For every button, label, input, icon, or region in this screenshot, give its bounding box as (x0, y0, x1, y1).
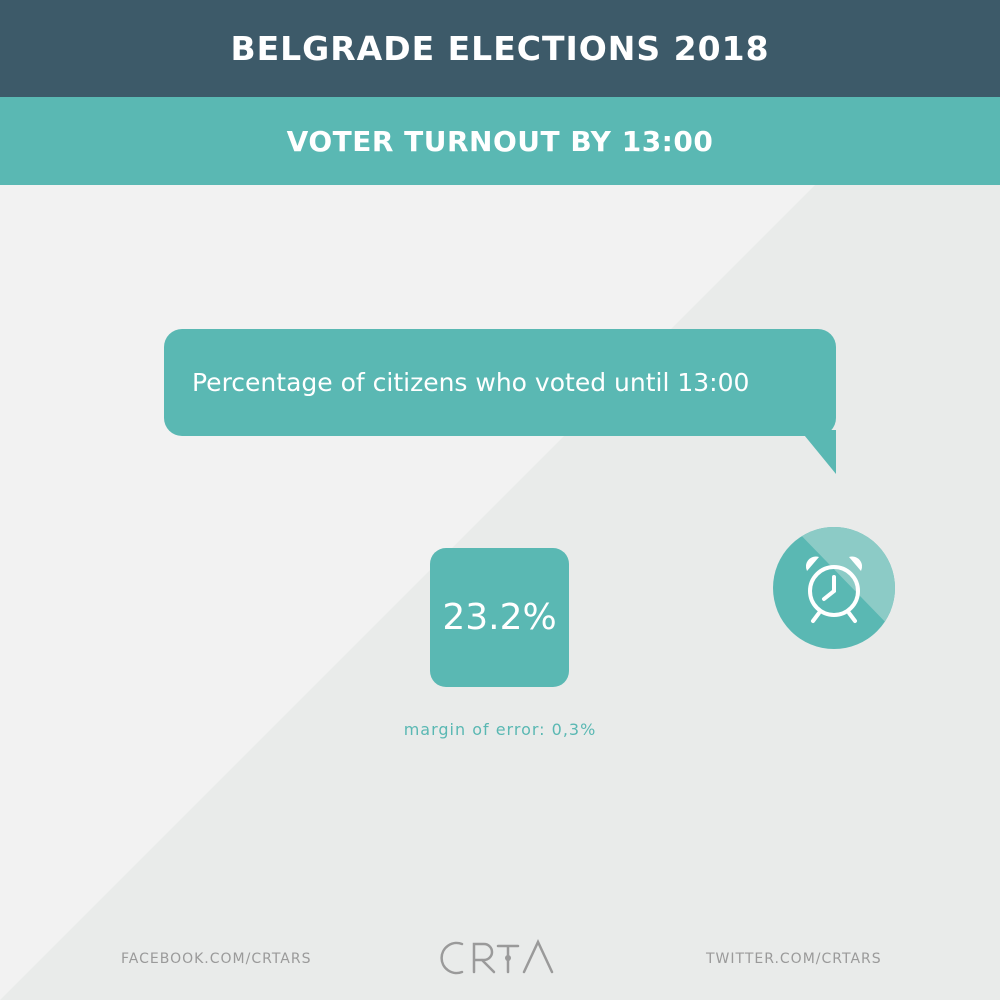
speech-bubble-text: Percentage of citizens who voted until 1… (192, 368, 750, 397)
page-title: BELGRADE ELECTIONS 2018 (0, 0, 1000, 97)
crta-logo (440, 939, 554, 975)
margin-of-error: margin of error: 0,3% (403, 720, 597, 739)
alarm-clock-icon (773, 527, 895, 649)
page-subtitle: VOTER TURNOUT BY 13:00 (0, 97, 1000, 185)
twitter-link[interactable]: TWITTER.COM/CRTARS (706, 951, 882, 967)
facebook-link[interactable]: FACEBOOK.COM/CRTARS (121, 951, 312, 967)
turnout-value: 23.2% (442, 597, 557, 638)
speech-bubble: Percentage of citizens who voted until 1… (164, 329, 836, 436)
page-title-text: BELGRADE ELECTIONS 2018 (230, 29, 770, 68)
turnout-value-box: 23.2% (430, 548, 569, 687)
page-subtitle-text: VOTER TURNOUT BY 13:00 (286, 124, 714, 158)
